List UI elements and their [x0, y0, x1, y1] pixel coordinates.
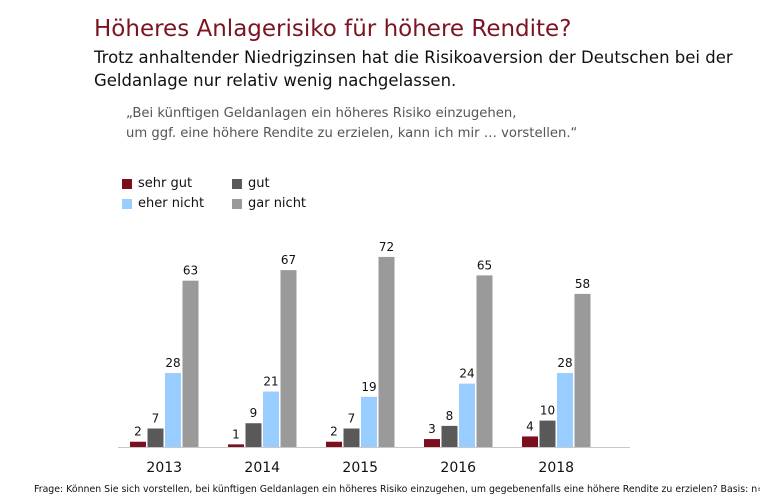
- bar-2018-gut: [539, 420, 556, 447]
- bar-2018-sehr-gut: [522, 436, 538, 447]
- footnote: Frage: Können Sie sich vorstellen, bei k…: [34, 484, 760, 495]
- bar-2015-sehr-gut: [326, 441, 342, 447]
- legend-item-sehr-gut: sehr gut: [122, 176, 192, 191]
- bar-2016-eher-nicht: [459, 383, 475, 447]
- bar-2018-eher-nicht: [557, 373, 573, 447]
- bar-2013-eher-nicht: [165, 373, 181, 447]
- legend-swatch-gar-nicht: [232, 198, 242, 209]
- legend-label-eher-nicht: eher nicht: [138, 196, 205, 211]
- legend-label-gut: gut: [248, 176, 270, 191]
- page-title: Höheres Anlagerisiko für höhere Rendite?: [94, 16, 572, 42]
- quote-line-2: um ggf. eine höhere Rendite zu erzielen,…: [126, 126, 578, 141]
- data-label-2013-gar-nicht: 63: [183, 264, 198, 278]
- data-label-2014-eher-nicht: 21: [263, 375, 278, 389]
- legend-swatch-sehr-gut: [122, 178, 132, 189]
- data-label-2013-sehr-gut: 2: [134, 425, 142, 439]
- data-label-2014-gut: 9: [250, 406, 258, 420]
- survey-quote: „Bei künftigen Geldanlagen ein höheres R…: [126, 104, 686, 144]
- bar-2014-gut: [245, 423, 262, 447]
- data-label-2016-sehr-gut: 3: [428, 422, 436, 436]
- bar-2013-sehr-gut: [130, 441, 146, 447]
- quote-line-1: „Bei künftigen Geldanlagen ein höheres R…: [126, 106, 517, 121]
- legend-swatch-gut: [232, 178, 242, 189]
- legend-item-gar-nicht: gar nicht: [232, 196, 306, 211]
- bar-2013-gar-nicht: [182, 280, 199, 447]
- legend-label-sehr-gut: sehr gut: [138, 176, 193, 191]
- legend-swatch-eher-nicht: [122, 198, 132, 209]
- x-tick-label-2014: 2014: [244, 460, 280, 476]
- bar-2015-gar-nicht: [378, 256, 395, 447]
- legend-label-gar-nicht: gar nicht: [248, 196, 307, 211]
- bar-2014-gar-nicht: [280, 270, 297, 447]
- x-tick-label-2018: 2018: [538, 460, 574, 476]
- bar-2015-gut: [343, 428, 360, 447]
- data-label-2018-eher-nicht: 28: [557, 356, 572, 370]
- data-label-2015-gar-nicht: 72: [379, 240, 394, 254]
- page-subtitle: Trotz anhaltender Niedrigzinsen hat die …: [94, 48, 733, 90]
- x-tick-label-2013: 2013: [146, 460, 182, 476]
- chart-legend: sehr gut gut eher nicht gar nicht: [122, 176, 362, 216]
- data-label-2014-gar-nicht: 67: [281, 253, 296, 267]
- legend-item-gut: gut: [232, 176, 270, 191]
- data-label-2014-sehr-gut: 1: [232, 427, 240, 441]
- legend-item-eher-nicht: eher nicht: [122, 196, 204, 211]
- bar-2016-gar-nicht: [476, 275, 493, 447]
- data-label-2018-gar-nicht: 58: [575, 277, 590, 291]
- bar-2016-sehr-gut: [424, 439, 440, 447]
- bar-2016-gut: [441, 425, 458, 447]
- data-label-2018-sehr-gut: 4: [526, 419, 534, 433]
- data-label-2013-eher-nicht: 28: [165, 356, 180, 370]
- x-tick-label-2016: 2016: [440, 460, 476, 476]
- bar-2018-gar-nicht: [574, 293, 591, 447]
- data-label-2013-gut: 7: [152, 412, 160, 426]
- bar-2014-eher-nicht: [263, 391, 279, 447]
- data-label-2016-gar-nicht: 65: [477, 258, 492, 272]
- bar-2014-sehr-gut: [228, 444, 244, 447]
- bar-2015-eher-nicht: [361, 396, 377, 447]
- bar-chart: 2728632013192167201427197220153824652016…: [118, 240, 630, 476]
- data-label-2016-eher-nicht: 24: [459, 367, 474, 381]
- x-tick-label-2015: 2015: [342, 460, 378, 476]
- data-label-2015-sehr-gut: 2: [330, 425, 338, 439]
- data-label-2018-gut: 10: [540, 404, 555, 418]
- data-label-2015-eher-nicht: 19: [361, 380, 376, 394]
- data-label-2015-gut: 7: [348, 412, 356, 426]
- bar-2013-gut: [147, 428, 164, 447]
- data-label-2016-gut: 8: [446, 409, 454, 423]
